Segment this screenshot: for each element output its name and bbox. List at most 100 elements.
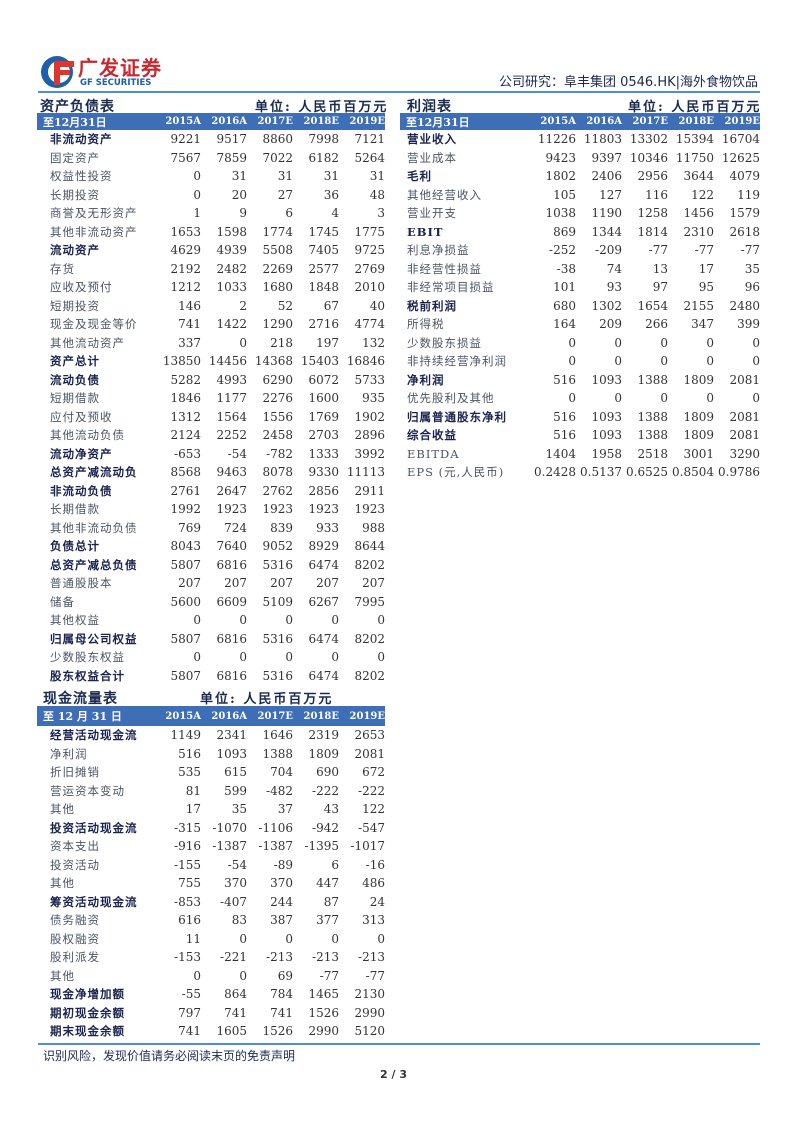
- table-row: 投资活动 -155 -54 -89 6 -16: [37, 856, 385, 875]
- cell-value: -77: [319, 968, 339, 983]
- cell-value: -547: [358, 820, 385, 835]
- row-label: 折旧摊销: [50, 765, 100, 780]
- column-header-year: 2016A: [201, 113, 247, 130]
- row-label: 投资活动: [50, 857, 100, 872]
- table-header-row: 至12月31日 2015A 2016A 2017E 2018E 2019E: [37, 113, 385, 130]
- cell-value: 6816: [216, 631, 247, 646]
- cell-value: 2458: [262, 428, 293, 443]
- cell-value: 5264: [354, 150, 385, 165]
- table-row: 股东权益合计 5807 6816 5316 6474 8202: [37, 667, 385, 686]
- cell-value: -77: [648, 243, 668, 258]
- cell-value: 164: [553, 317, 576, 332]
- cell-value: 0: [331, 931, 339, 946]
- cell-value: 370: [270, 876, 293, 891]
- cell-value: 2081: [354, 746, 385, 761]
- cell-value: -942: [312, 820, 339, 835]
- cell-value: 9397: [591, 150, 622, 165]
- cell-value: 3: [377, 206, 385, 221]
- cell-value: 35: [231, 802, 247, 817]
- cell-value: 1093: [591, 372, 622, 387]
- cell-value: 2192: [170, 261, 201, 276]
- cell-value: 7859: [216, 150, 247, 165]
- cell-value: 27: [277, 187, 293, 202]
- cell-value: 0: [193, 613, 201, 628]
- cell-value: 31: [369, 169, 385, 184]
- cell-value: 6267: [308, 594, 339, 609]
- cell-value: 1846: [170, 391, 201, 406]
- row-label: 综合收益: [407, 428, 457, 443]
- row-label: 净利润: [407, 372, 445, 387]
- cell-value: 6072: [308, 372, 339, 387]
- cell-value: 15394: [675, 132, 714, 147]
- cell-value: 16704: [721, 132, 760, 147]
- cell-value: 31: [231, 169, 247, 184]
- footer-divider: [38, 1043, 760, 1045]
- table-row: 负债总计 8043 7640 9052 8929 8644: [37, 537, 385, 556]
- cell-value: 1923: [354, 502, 385, 517]
- table-row: 存货 2192 2482 2269 2577 2769: [37, 260, 385, 279]
- cell-value: 0: [752, 354, 760, 369]
- cell-value: 95: [698, 280, 714, 295]
- cell-value: 0.9786: [718, 465, 760, 480]
- row-label: 普通股股本: [50, 576, 113, 591]
- cell-value: 370: [224, 876, 247, 891]
- cell-value: 1653: [170, 224, 201, 239]
- cell-value: 7022: [262, 150, 293, 165]
- row-label: 营业收入: [407, 132, 457, 147]
- cell-value: 0: [660, 335, 668, 350]
- cell-value: 7121: [354, 132, 385, 147]
- cell-value: 207: [224, 576, 247, 591]
- cell-value: 207: [316, 576, 339, 591]
- cell-value: 2276: [262, 391, 293, 406]
- cell-value: 97: [652, 280, 668, 295]
- cell-value: 207: [362, 576, 385, 591]
- table-row: 期末现金余额 741 1605 1526 2990 5120: [37, 1022, 385, 1041]
- cell-value: 5316: [262, 557, 293, 572]
- balance-sheet-title: 资产负债表: [40, 99, 115, 115]
- cell-value: 0: [660, 391, 668, 406]
- cell-value: 8202: [354, 631, 385, 646]
- cell-value: 7405: [308, 243, 339, 258]
- balance-sheet-table: 至12月31日 2015A 2016A 2017E 2018E 2019E 非流动资产 922…: [37, 113, 385, 685]
- cell-value: 0: [193, 650, 201, 665]
- cell-value: 4: [331, 206, 339, 221]
- cell-value: 35: [744, 261, 760, 276]
- table-row: 其他流动资产 337 0 218 197 132: [37, 334, 385, 353]
- cell-value: 6290: [262, 372, 293, 387]
- cell-value: -252: [549, 243, 576, 258]
- cell-value: 7998: [308, 132, 339, 147]
- income-statement-unit: 单位: 人民币百万元: [628, 100, 762, 115]
- cell-value: 37: [277, 802, 293, 817]
- cell-value: 40: [369, 298, 385, 313]
- cell-value: 11113: [346, 465, 385, 480]
- cell-value: -853: [174, 894, 201, 909]
- cell-value: 87: [323, 894, 339, 909]
- table-row: 非持续经营净利润 0 0 0 0 0: [400, 352, 760, 371]
- cell-value: 132: [362, 335, 385, 350]
- cell-value: 209: [599, 317, 622, 332]
- cell-value: 2577: [308, 261, 339, 276]
- cell-value: 11750: [675, 150, 714, 165]
- cell-value: 146: [178, 298, 201, 313]
- table-row: 固定资产 7567 7859 7022 6182 5264: [37, 149, 385, 168]
- column-header-year: 2017E: [247, 113, 293, 130]
- column-header-year: 2018E: [293, 706, 339, 726]
- cell-value: 1902: [354, 409, 385, 424]
- table-row: 应付及预收 1312 1564 1556 1769 1902: [37, 408, 385, 427]
- cell-value: 5120: [354, 1024, 385, 1039]
- cell-value: 1177: [216, 391, 247, 406]
- table-row: 现金及现金等价 741 1422 1290 2716 4774: [37, 315, 385, 334]
- cell-value: 7995: [354, 594, 385, 609]
- cell-value: 1302: [591, 298, 622, 313]
- cell-value: 20: [231, 187, 247, 202]
- column-header-date: 至12月31日: [37, 113, 155, 130]
- cell-value: 690: [316, 765, 339, 780]
- table-row: 其他 17 35 37 43 122: [37, 800, 385, 819]
- cell-value: 0: [706, 391, 714, 406]
- table-row: 总资产减流动负 8568 9463 8078 9330 11113: [37, 463, 385, 482]
- table-row: 利息净损益 -252 -209 -77 -77 -77: [400, 241, 760, 260]
- cell-value: 2319: [308, 728, 339, 743]
- cell-value: 2081: [729, 372, 760, 387]
- row-label: 长期投资: [50, 187, 100, 202]
